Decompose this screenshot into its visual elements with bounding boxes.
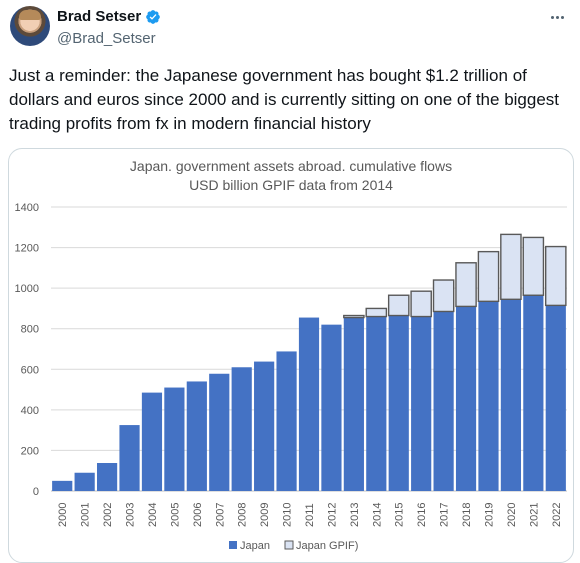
x-tick-label: 2001 xyxy=(80,503,92,527)
bar-japan xyxy=(366,316,387,491)
bar-japan xyxy=(500,299,522,491)
bar-japan xyxy=(478,301,499,491)
bar-japan-gpif xyxy=(365,307,388,318)
bar-japan xyxy=(343,317,364,491)
chart-subtitle: USD billion GPIF data from 2014 xyxy=(189,177,393,193)
bar-japan xyxy=(411,316,432,491)
author-name-row: Brad Setser xyxy=(57,8,161,25)
x-tick-label: 2006 xyxy=(192,503,204,527)
more-options-icon[interactable] xyxy=(546,8,568,26)
x-tick-label: 2011 xyxy=(304,503,316,527)
x-tick-label: 2014 xyxy=(371,503,383,527)
bar-japan xyxy=(119,425,140,491)
bar-japan xyxy=(321,324,342,491)
chart: Japan. government assets abroad. cumulat… xyxy=(15,158,567,552)
bar-japan-gpif xyxy=(500,233,522,300)
tweet-text: Just a reminder: the Japanese government… xyxy=(9,66,560,133)
x-tick-label: 2019 xyxy=(483,503,495,527)
legend-label-japan: Japan xyxy=(240,540,270,552)
bar-japan xyxy=(433,311,454,491)
legend-swatch-japan xyxy=(229,541,237,549)
legend-swatch-gpif xyxy=(284,540,294,550)
x-tick-label: 2003 xyxy=(125,503,137,527)
bar-japan xyxy=(186,381,207,491)
bar-japan xyxy=(276,351,297,491)
bar-japan xyxy=(254,361,275,491)
bar-japan xyxy=(388,315,409,491)
chart-title: Japan. government assets abroad. cumulat… xyxy=(130,158,452,174)
bar-japan xyxy=(209,373,230,491)
bar-japan-gpif xyxy=(522,236,545,296)
bar-japan xyxy=(231,367,252,491)
y-tick-label: 1200 xyxy=(15,243,39,255)
x-tick-label: 2020 xyxy=(506,503,518,527)
x-tick-label: 2004 xyxy=(147,503,159,527)
x-tick-label: 2013 xyxy=(349,503,361,527)
bar-japan-gpif xyxy=(455,262,477,308)
y-tick-label: 0 xyxy=(33,486,39,498)
bar-japan-gpif xyxy=(387,294,410,317)
x-tick-label: 2007 xyxy=(214,503,226,527)
x-tick-label: 2018 xyxy=(461,503,473,527)
bar-japan-gpif xyxy=(343,314,365,319)
bar-japan-gpif xyxy=(432,279,455,313)
x-tick-label: 2016 xyxy=(416,503,428,527)
y-tick-label: 1000 xyxy=(15,283,39,295)
y-tick-label: 600 xyxy=(21,364,39,376)
bar-japan xyxy=(545,305,566,491)
bar-japan-gpif xyxy=(410,290,432,318)
author-avatar[interactable] xyxy=(10,6,50,46)
y-tick-label: 1400 xyxy=(15,202,39,214)
y-tick-label: 400 xyxy=(21,405,39,417)
x-tick-label: 2008 xyxy=(237,503,249,527)
bar-japan xyxy=(455,306,477,491)
x-tick-label: 2010 xyxy=(282,503,294,527)
y-tick-label: 800 xyxy=(21,324,39,336)
bar-japan xyxy=(96,463,118,491)
bar-japan-gpif xyxy=(477,250,500,303)
bar-japan xyxy=(298,317,320,491)
x-tick-label: 2015 xyxy=(394,503,406,527)
x-tick-label: 2021 xyxy=(528,503,540,527)
bar-japan xyxy=(52,480,73,491)
bar-japan xyxy=(74,472,95,491)
verified-badge-icon xyxy=(146,9,161,24)
bar-japan-gpif xyxy=(544,245,567,307)
x-tick-label: 2022 xyxy=(551,503,563,527)
x-tick-label: 2002 xyxy=(102,503,114,527)
author-handle[interactable]: @Brad_Setser xyxy=(57,30,156,47)
x-tick-label: 2005 xyxy=(169,503,181,527)
x-tick-label: 2009 xyxy=(259,503,271,527)
author-display-name[interactable]: Brad Setser xyxy=(57,8,142,25)
x-tick-label: 2000 xyxy=(57,503,69,527)
y-tick-label: 200 xyxy=(21,445,39,457)
bar-japan xyxy=(523,295,544,491)
tweet-media-chart[interactable]: Japan. government assets abroad. cumulat… xyxy=(8,148,574,563)
x-tick-label: 2012 xyxy=(326,503,338,527)
x-tick-label: 2017 xyxy=(439,503,451,527)
bar-japan xyxy=(141,392,163,491)
bar-japan xyxy=(164,387,185,491)
legend-label-gpif: Japan GPIF) xyxy=(296,540,358,552)
